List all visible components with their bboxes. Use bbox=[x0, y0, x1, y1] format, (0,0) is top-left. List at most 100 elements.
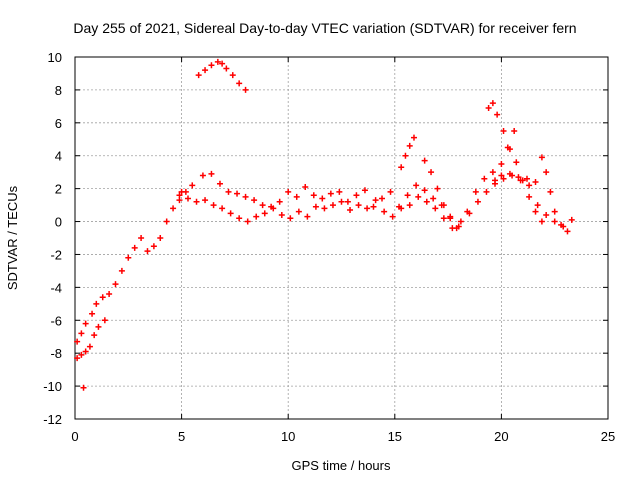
data-point bbox=[80, 384, 87, 391]
data-point bbox=[500, 175, 507, 182]
data-point bbox=[321, 205, 328, 212]
series-trace-peak-morning bbox=[195, 58, 249, 93]
series-trace-rise bbox=[74, 188, 189, 345]
data-point bbox=[150, 243, 157, 250]
data-point bbox=[568, 216, 575, 223]
data-point bbox=[551, 218, 558, 225]
data-point bbox=[234, 190, 241, 197]
data-point bbox=[285, 188, 292, 195]
data-point bbox=[251, 197, 258, 204]
data-point bbox=[106, 290, 113, 297]
series-trace-spike-20 bbox=[485, 100, 545, 225]
x-tick-label: 25 bbox=[601, 429, 615, 444]
data-point bbox=[432, 205, 439, 212]
data-point bbox=[208, 170, 215, 177]
data-point bbox=[74, 338, 81, 345]
y-tick-label: -8 bbox=[50, 346, 62, 361]
data-point bbox=[327, 190, 334, 197]
data-point bbox=[118, 267, 125, 274]
data-point bbox=[210, 202, 217, 209]
data-point bbox=[338, 198, 345, 205]
data-point bbox=[227, 210, 234, 217]
data-point bbox=[389, 213, 396, 220]
data-point bbox=[489, 169, 496, 176]
data-point bbox=[440, 215, 447, 222]
data-point bbox=[421, 157, 428, 164]
data-point bbox=[261, 210, 268, 217]
data-point bbox=[423, 198, 430, 205]
data-point bbox=[483, 188, 490, 195]
data-point bbox=[515, 174, 522, 181]
data-point bbox=[144, 248, 151, 255]
grid-lines bbox=[75, 57, 608, 419]
data-point bbox=[453, 225, 460, 232]
data-point bbox=[534, 202, 541, 209]
data-point bbox=[406, 142, 413, 149]
data-point bbox=[532, 208, 539, 215]
data-point bbox=[485, 105, 492, 112]
data-point bbox=[82, 320, 89, 327]
data-point bbox=[492, 177, 499, 184]
data-point bbox=[406, 202, 413, 209]
data-point bbox=[344, 198, 351, 205]
data-point bbox=[99, 294, 106, 301]
data-point bbox=[91, 332, 98, 339]
y-tick-label: 6 bbox=[55, 116, 62, 131]
data-point bbox=[93, 300, 100, 307]
data-point bbox=[131, 244, 138, 251]
y-tick-label: 10 bbox=[48, 50, 62, 65]
data-point bbox=[543, 169, 550, 176]
data-point bbox=[223, 65, 230, 72]
series-trace-spike-16b bbox=[421, 157, 460, 232]
series-trace-spike-16 bbox=[398, 134, 417, 171]
y-axis-label: SDTVAR / TECUs bbox=[5, 185, 20, 290]
y-tick-label: -10 bbox=[43, 379, 62, 394]
x-tick-label: 0 bbox=[71, 429, 78, 444]
data-point bbox=[312, 203, 319, 210]
data-point bbox=[112, 281, 119, 288]
data-point bbox=[404, 192, 411, 199]
data-point bbox=[329, 202, 336, 209]
data-point bbox=[268, 203, 275, 210]
data-point bbox=[519, 177, 526, 184]
data-point bbox=[504, 144, 511, 151]
data-point bbox=[74, 355, 81, 362]
data-point bbox=[353, 192, 360, 199]
y-tick-label: -2 bbox=[50, 247, 62, 262]
data-point bbox=[428, 169, 435, 176]
data-point bbox=[402, 152, 409, 159]
data-point bbox=[489, 100, 496, 107]
data-point bbox=[379, 195, 386, 202]
data-point bbox=[526, 182, 533, 189]
data-point bbox=[370, 203, 377, 210]
data-point bbox=[500, 128, 507, 135]
data-point bbox=[481, 175, 488, 182]
data-point bbox=[259, 202, 266, 209]
data-point bbox=[242, 193, 249, 200]
data-point bbox=[364, 205, 371, 212]
data-point bbox=[176, 192, 183, 199]
data-point bbox=[440, 202, 447, 209]
data-point bbox=[214, 58, 221, 65]
data-point bbox=[244, 218, 251, 225]
data-point bbox=[532, 179, 539, 186]
data-point bbox=[293, 193, 300, 200]
data-point bbox=[538, 154, 545, 161]
data-point bbox=[547, 188, 554, 195]
data-point bbox=[434, 185, 441, 192]
data-point bbox=[242, 86, 249, 93]
x-tick-label: 15 bbox=[388, 429, 402, 444]
data-point bbox=[193, 198, 200, 205]
series-trace-spike-20b bbox=[492, 128, 518, 184]
data-points bbox=[74, 58, 575, 391]
series-trace-isolated bbox=[80, 384, 87, 391]
series-trace-mid-main bbox=[176, 172, 575, 232]
data-point bbox=[447, 215, 454, 222]
data-point bbox=[78, 330, 85, 337]
data-point bbox=[170, 205, 177, 212]
data-point bbox=[457, 218, 464, 225]
y-tick-label: 8 bbox=[55, 83, 62, 98]
x-tick-label: 10 bbox=[281, 429, 295, 444]
data-point bbox=[381, 208, 388, 215]
data-point bbox=[421, 187, 428, 194]
